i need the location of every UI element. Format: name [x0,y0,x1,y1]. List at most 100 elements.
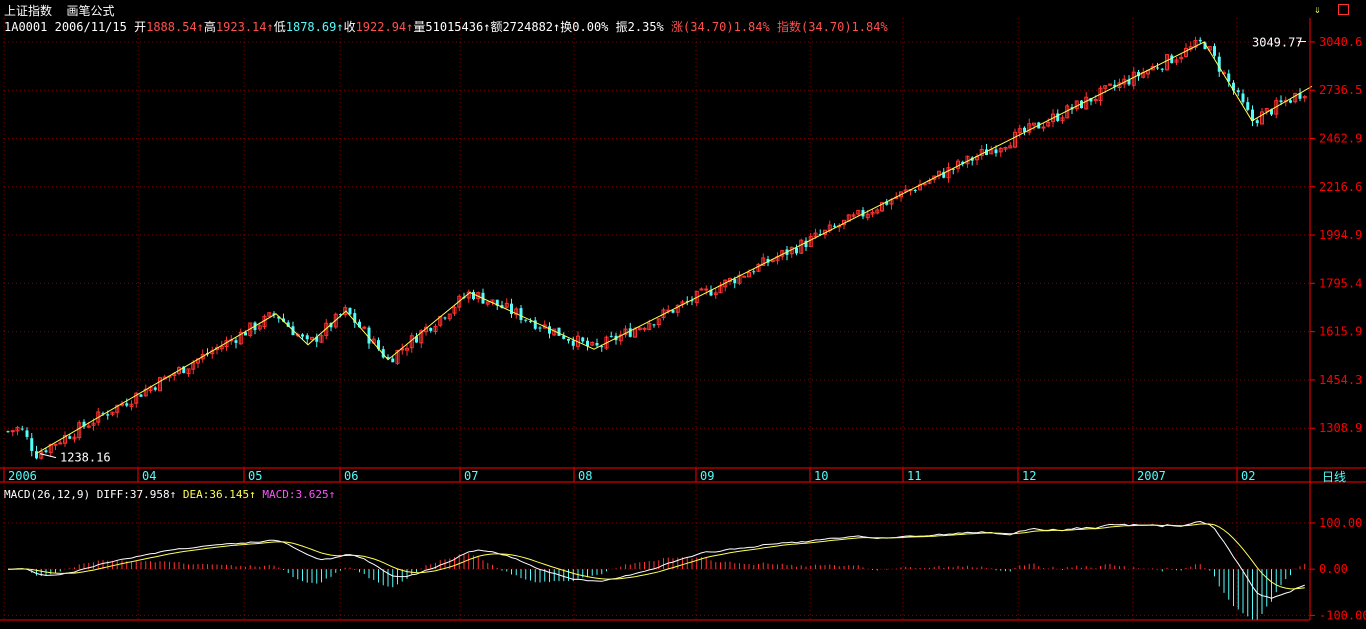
candle-body [53,443,58,446]
arrow-down-icon[interactable]: ⇓ [1314,3,1321,16]
candle-body [571,340,575,346]
macd-label: MACD: [262,488,296,501]
x-tick-label: 05 [248,469,262,483]
candle-body [1179,56,1184,60]
candle-body [998,147,1003,153]
candle-body [1023,127,1026,132]
macd-value: 3.625 [295,488,329,501]
candle-body [1108,83,1112,86]
candle-body [200,353,205,360]
candle-body [172,373,177,377]
candle-body [1193,40,1198,48]
candle-body [48,444,53,454]
x-tick-label: 02 [1241,469,1255,483]
candle-body [1113,84,1117,87]
candle-body [1156,67,1159,69]
candle-body [538,327,542,329]
candle-body [44,450,48,453]
candle-body [704,288,709,291]
candle-body [72,436,77,440]
quote-bar: 1A0001 2006/11/15 开1888.54↑高1923.14↑低187… [4,20,888,34]
candle-body [510,303,513,315]
candle-body [1174,59,1179,63]
candle-body [329,323,333,328]
dea-value: 36.145 [209,488,250,501]
candle-body [865,213,870,219]
candle-body [1127,79,1131,85]
high-value: 1923.14 [215,20,267,34]
candle-body [533,320,537,329]
candle-body [353,313,357,323]
candle-body [1017,128,1022,134]
candle-body [25,430,29,437]
candle-body [1170,55,1174,64]
candle-body [548,326,551,334]
candle-body [618,334,623,342]
candle-body [671,310,675,313]
y-tick-label: 3040.6 [1319,35,1362,49]
candle-body [756,263,761,272]
candle-body [339,314,342,316]
candle-body [1241,93,1245,103]
window-icon[interactable] [1338,4,1349,15]
candle-body [609,335,613,337]
candle-body [1013,131,1017,148]
candle-body [808,236,813,247]
candle-body [770,259,775,262]
arrow-up-icon: ↑ [249,488,256,501]
y-tick-label: 1795.4 [1319,276,1362,290]
candle-body [272,313,276,316]
stock-code: 1A0001 [4,20,48,34]
candle-body [457,295,462,308]
candle-body [244,332,247,336]
amount-label: 额 [490,20,503,34]
period-label[interactable]: 日线 [1322,470,1347,484]
candle-body [581,337,585,342]
candle-body [562,335,566,339]
candle-body [58,442,63,445]
turnover-label: 换 [560,20,573,34]
candle-body [752,271,756,273]
x-tick-label: 08 [578,469,592,483]
amplitude-value: 2.35% [627,20,664,34]
candle-body [495,299,499,306]
min-value-label: 1238.16 [60,451,111,465]
candle-body [1160,68,1164,70]
index-name[interactable]: 上证指数 [4,4,53,18]
x-tick-label: 07 [464,469,478,483]
y-tick-label: 2462.9 [1319,131,1362,145]
x-tick-label: 12 [1022,469,1036,483]
macd-name: MACD(26,12,9) [4,488,91,501]
candle-body [628,328,632,337]
zigzag-line [35,41,1313,455]
candle-body [1060,117,1065,122]
candle-body [310,336,314,340]
candle-body [1008,145,1013,149]
open-value: 1888.54 [146,20,197,34]
candle-body [557,327,561,336]
quote-date: 2006/11/15 [54,20,127,34]
candle-body [979,148,984,157]
candle-body [186,368,191,375]
candle-body [656,318,661,326]
x-tick-label: 2007 [1137,469,1166,483]
candle-body [419,330,424,344]
candle-body [301,334,304,337]
formula-label[interactable]: 画笔公式 [66,4,115,18]
candle-body [737,274,742,284]
candle-body [647,322,652,330]
candle-body [1255,120,1259,124]
candle-body [1032,122,1036,126]
candle-body [1198,39,1202,42]
candle-body [6,431,10,433]
index-change-value: (34.70)1.84% [800,20,888,34]
arrow-up-icon: ↑ [266,20,274,34]
candle-body [86,425,91,428]
arrow-up-icon: ↑ [169,488,177,501]
candle-body [257,325,262,330]
candle-body [415,336,418,343]
candle-body [433,325,438,333]
y-tick-label: 1994.9 [1319,228,1362,242]
